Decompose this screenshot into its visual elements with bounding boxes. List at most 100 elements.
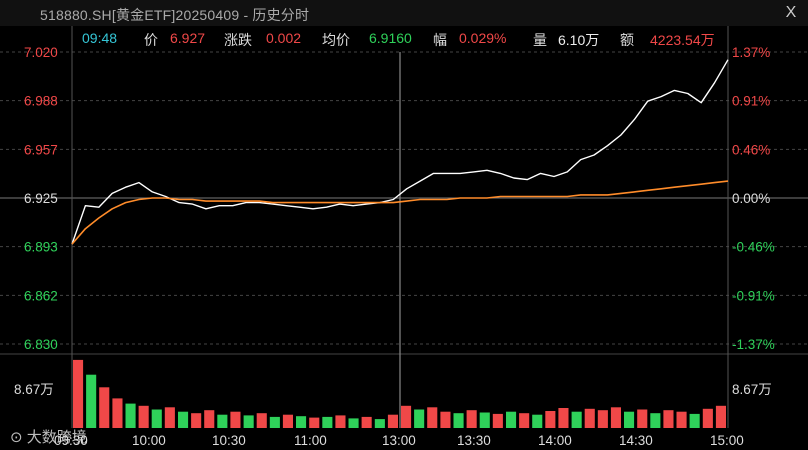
volume-bar: [230, 411, 241, 428]
volume-bar: [558, 408, 569, 428]
info-avg-value: 6.9160: [369, 30, 412, 46]
info-change-value: 0.002: [266, 30, 302, 46]
volume-bar: [519, 413, 530, 428]
volume-bar: [440, 411, 451, 428]
volume-bar: [650, 413, 661, 428]
volume-bar: [715, 405, 726, 428]
time-tick-label: 09:30: [54, 433, 88, 448]
info-amount-label: 额: [620, 32, 634, 48]
pct-tick-label: -1.37%: [732, 337, 775, 352]
info-vol-label: 量: [533, 32, 547, 48]
time-tick-label: 10:30: [212, 433, 246, 448]
watermark-text: 大数跨境: [26, 429, 87, 446]
volume-bar: [702, 408, 713, 428]
chart-grid: [0, 26, 808, 428]
volume-bar: [86, 374, 97, 428]
volume-bar: [506, 411, 517, 428]
volume-bar: [322, 416, 333, 428]
price-tick-label: 6.925: [24, 191, 58, 206]
volume-bar: [624, 411, 635, 428]
avg-price-line: [71, 180, 729, 245]
info-change-label: 涨跌: [224, 32, 252, 48]
info-price-label: 价: [144, 32, 158, 48]
volume-bar: [597, 410, 608, 428]
volume-bar: [191, 413, 202, 428]
volume-bars: [73, 359, 726, 428]
volume-bar: [217, 414, 228, 428]
price-line: [71, 59, 729, 245]
volume-bar: [178, 411, 189, 428]
watermark-logo-icon: ⊙: [10, 429, 23, 446]
volume-bar: [309, 417, 320, 428]
volume-max-label-right: 8.67万: [732, 382, 772, 397]
pct-tick-label: 0.91%: [732, 94, 770, 109]
volume-bar: [401, 405, 412, 428]
time-tick-label: 13:00: [382, 433, 416, 448]
volume-bar: [73, 359, 84, 428]
info-avg-label: 均价: [322, 32, 350, 48]
price-lines: [71, 59, 729, 245]
volume-bar: [335, 415, 346, 428]
volume-bar: [374, 419, 385, 428]
volume-bar: [269, 416, 280, 428]
price-axis-left: 7.020 6.988 6.957 6.925 6.893 6.862 6.830: [24, 45, 58, 352]
price-tick-label: 7.020: [24, 45, 58, 60]
window-title: 518880.SH[黄金ETF]20250409 - 历史分时: [40, 7, 310, 23]
info-pct-value: 0.029%: [459, 30, 507, 46]
pct-tick-label: -0.91%: [732, 288, 775, 303]
volume-bar: [256, 413, 267, 428]
price-tick-label: 6.988: [24, 94, 58, 109]
volume-bar: [532, 414, 543, 428]
info-time: 09:48: [82, 30, 118, 46]
volume-max-label-left: 8.67万: [14, 382, 54, 397]
volume-bar: [610, 407, 621, 428]
volume-bar: [492, 413, 503, 428]
pct-axis-right: 1.37% 0.91% 0.46% 0.00% -0.46% -0.91% -1.37%: [732, 45, 775, 352]
close-button[interactable]: X: [785, 4, 797, 21]
volume-bar: [637, 409, 648, 428]
pct-tick-label: 0.46%: [732, 142, 770, 157]
volume-bar: [204, 410, 215, 428]
volume-bar: [689, 413, 700, 428]
price-tick-label: 6.957: [24, 142, 58, 157]
volume-bar: [138, 405, 149, 428]
volume-bar: [296, 416, 307, 428]
time-tick-label: 14:00: [538, 433, 572, 448]
volume-bar: [414, 409, 425, 428]
info-price-value: 6.927: [170, 30, 206, 46]
volume-bar: [243, 415, 254, 428]
time-tick-label: 10:00: [132, 433, 166, 448]
volume-bar: [479, 412, 490, 428]
time-tick-label: 14:30: [619, 433, 653, 448]
pct-tick-label: 1.37%: [732, 45, 770, 60]
info-vol-value: 6.10万: [558, 32, 600, 48]
volume-bar: [282, 414, 293, 428]
info-amount-value: 4223.54万: [650, 32, 715, 48]
time-axis: 09:30 10:00 10:30 11:00 13:00 13:30 14:00 14:30…: [54, 433, 744, 448]
time-tick-label: 11:00: [294, 433, 327, 448]
volume-bar: [99, 387, 110, 428]
pct-tick-label: -0.46%: [732, 240, 775, 255]
time-tick-label: 13:30: [457, 433, 491, 448]
volume-bar: [584, 408, 595, 428]
price-tick-label: 6.862: [24, 288, 58, 303]
price-tick-label: 6.893: [24, 240, 58, 255]
volume-bar: [112, 398, 123, 428]
volume-bar: [125, 403, 136, 428]
volume-bar: [361, 416, 372, 428]
window-titlebar: 518880.SH[黄金ETF]20250409 - 历史分时 X: [0, 0, 808, 26]
volume-bar: [164, 407, 175, 428]
volume-bar: [676, 411, 687, 428]
volume-bar: [545, 411, 556, 428]
volume-bar: [387, 414, 398, 428]
volume-bar: [663, 410, 674, 428]
watermark: ⊙ 大数跨境: [10, 426, 87, 447]
volume-bar: [453, 413, 464, 428]
volume-bar: [348, 418, 359, 428]
volume-bar: [151, 409, 162, 428]
quote-info-bar: 09:48 价 6.927 涨跌 0.002 均价 6.9160 幅 0.029…: [0, 26, 808, 52]
time-tick-label: 15:00: [710, 433, 744, 448]
pct-tick-label: 0.00%: [732, 191, 770, 206]
price-tick-label: 6.830: [24, 337, 58, 352]
